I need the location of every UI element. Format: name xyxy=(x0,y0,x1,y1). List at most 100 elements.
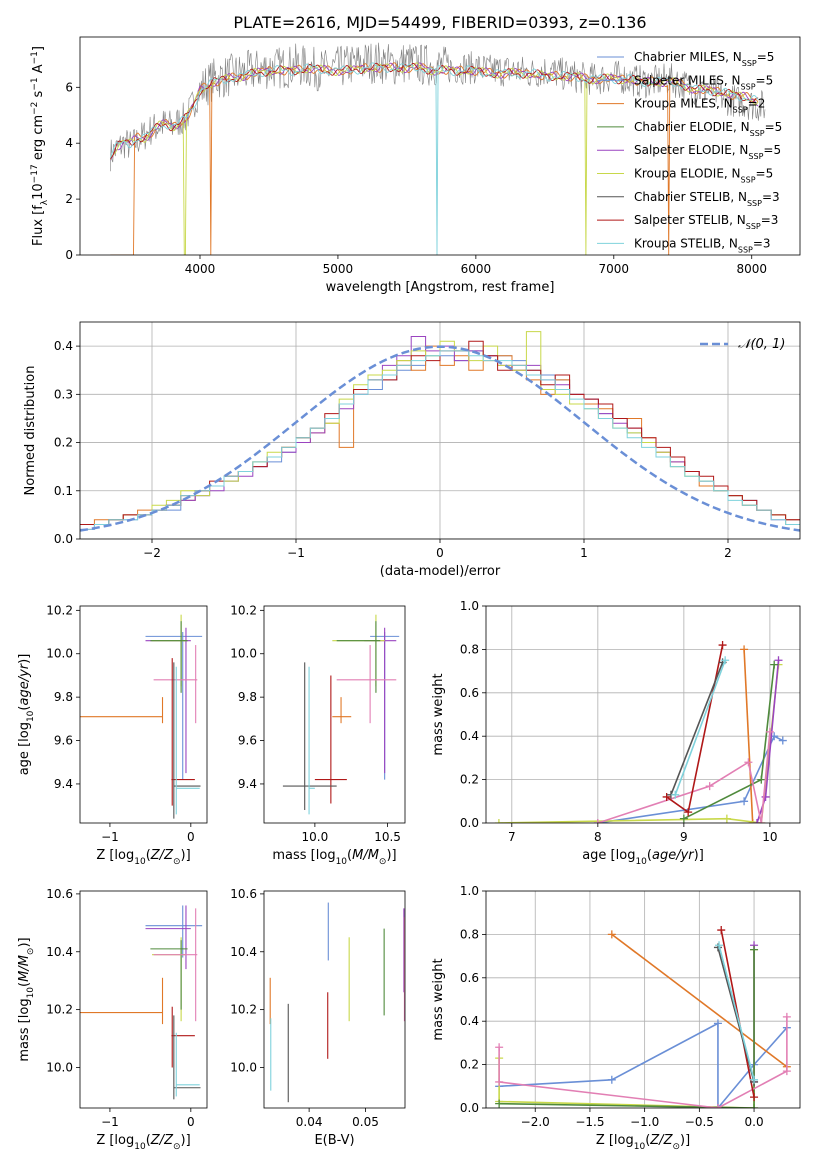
legend-label: Salpeter MILES, NSSP=5 xyxy=(634,73,773,91)
legend-label: Salpeter ELODIE, NSSP=5 xyxy=(634,143,781,161)
y-tick-label: 10.6 xyxy=(230,887,257,901)
x-tick-label: −1 xyxy=(101,1115,119,1129)
y-tick-label: 0 xyxy=(65,248,73,262)
model-line-salpeter-elodie xyxy=(109,62,759,161)
label-part: Chabrier MILES, N xyxy=(634,50,742,64)
y-tick-label: 10.2 xyxy=(230,603,257,617)
label-part: Z [log xyxy=(96,1133,134,1148)
weight-marker xyxy=(494,819,503,823)
label-part: =3 xyxy=(753,236,771,250)
label-part: ⊙ xyxy=(672,1142,680,1152)
y-tick-label: 0.2 xyxy=(460,1058,479,1072)
label-part: =5 xyxy=(756,73,774,87)
y-axis-label: mass weight xyxy=(431,958,446,1040)
x-axis-label: wavelength [Angstrom, rest frame] xyxy=(326,280,555,295)
y-tick-label: 10.2 xyxy=(230,1003,257,1017)
weight-marker xyxy=(757,819,766,823)
plot-area xyxy=(486,891,800,1108)
label-part: SSP xyxy=(748,152,763,161)
label-part: 10 xyxy=(635,857,647,867)
label-part: ⊙ xyxy=(26,948,36,956)
label-part: E(B-V) xyxy=(314,1133,354,1148)
x-tick-label: 1 xyxy=(580,546,588,560)
label-part: Z/Z xyxy=(150,1133,174,1148)
x-tick-label: 0.05 xyxy=(352,1115,379,1129)
weight-line xyxy=(683,664,775,820)
label-part: 10 xyxy=(134,1142,146,1152)
label-part: Chabrier STELIB, N xyxy=(634,190,747,204)
weight-line xyxy=(498,664,780,823)
label-part: 10 xyxy=(134,857,146,867)
label-part: Salpeter MILES, N xyxy=(634,73,741,87)
weight-line xyxy=(756,660,780,823)
y-tick-label: 9.6 xyxy=(238,734,257,748)
label-part: 10 xyxy=(336,857,348,867)
x-tick-label: 2 xyxy=(724,546,732,560)
axes-frame xyxy=(79,321,801,540)
x-tick-label: 10.0 xyxy=(302,830,329,844)
weight-line xyxy=(670,662,724,796)
age-vs-Z-chart: −1 09.49.69.810.010.2Z [log10(Z/Z⊙)]age [… xyxy=(17,603,208,867)
axes-frame xyxy=(79,36,801,256)
label-part: Kroupa ELODIE, N xyxy=(634,167,741,181)
legend-label: Kroupa ELODIE, NSSP=5 xyxy=(634,167,773,185)
label-part: SSP xyxy=(742,59,757,68)
y-tick-label: 0.4 xyxy=(54,339,73,353)
label-part: Kroupa STELIB, N xyxy=(634,236,738,250)
weight-marker xyxy=(607,930,616,939)
label-part: age [log xyxy=(17,722,32,775)
label-part: mass weight xyxy=(431,673,446,755)
label-part: ⊙ xyxy=(173,857,181,867)
label-part: SSP xyxy=(738,245,753,254)
x-axis-label: Z [log10(Z/Z⊙)] xyxy=(96,1133,190,1152)
plot-area xyxy=(80,322,800,539)
label-part: )] xyxy=(17,654,32,664)
y-axis-label: mass [log10(M/M⊙)] xyxy=(17,937,36,1061)
label-part: M/M xyxy=(352,848,379,863)
x-tick-label: 4000 xyxy=(185,262,216,276)
label-part: =3 xyxy=(761,213,779,227)
label-part: age/yr xyxy=(652,848,695,863)
weight-marker xyxy=(495,1043,504,1052)
label-part: ( xyxy=(647,848,652,863)
label-part: ( xyxy=(146,1133,151,1148)
x-tick-label: 8000 xyxy=(736,262,767,276)
x-tick-label: 0.0 xyxy=(745,1115,764,1129)
x-tick-label: 0.04 xyxy=(296,1115,323,1129)
label-part: 10 xyxy=(634,1142,646,1152)
label-part: ( xyxy=(17,982,32,987)
plot-area xyxy=(80,905,203,1100)
weight-marker xyxy=(750,1104,759,1108)
label-part: Z [log xyxy=(596,1133,634,1148)
weight-marker xyxy=(774,656,783,665)
y-tick-label: 4 xyxy=(65,136,73,150)
y-tick-label: 6 xyxy=(65,80,73,94)
y-tick-label: 0.3 xyxy=(54,387,73,401)
label-part: ⊙ xyxy=(379,857,387,867)
label-part: ( xyxy=(146,848,151,863)
plot-area xyxy=(486,606,800,823)
label-part: mass weight xyxy=(431,958,446,1040)
label-part: SSP xyxy=(747,198,762,207)
histogram-step xyxy=(80,350,800,530)
label-part: −2 xyxy=(30,102,40,115)
legend-label: Kroupa MILES, NSSP=2 xyxy=(634,97,765,115)
label-part: =5 xyxy=(765,120,783,134)
y-axis-label: mass weight xyxy=(431,673,446,755)
label-part: mass [log xyxy=(272,848,335,863)
plot-area xyxy=(109,42,766,255)
weight-line xyxy=(499,949,755,1108)
weight-marker xyxy=(765,727,774,736)
y-tick-label: 9.6 xyxy=(54,734,73,748)
label-part: Salpeter STELIB, N xyxy=(634,213,746,227)
label-part: −1 xyxy=(30,77,40,90)
label-part: )] xyxy=(386,848,396,863)
x-tick-label: 10.5 xyxy=(374,830,401,844)
y-tick-label: 10.4 xyxy=(230,945,257,959)
x-axis-label: Z [log10(Z/Z⊙)] xyxy=(96,848,190,867)
weight-marker xyxy=(671,790,680,799)
weight-line xyxy=(498,1016,788,1108)
weight-marker xyxy=(713,1104,722,1108)
data-series-line xyxy=(110,42,766,172)
weight-marker xyxy=(770,660,779,669)
